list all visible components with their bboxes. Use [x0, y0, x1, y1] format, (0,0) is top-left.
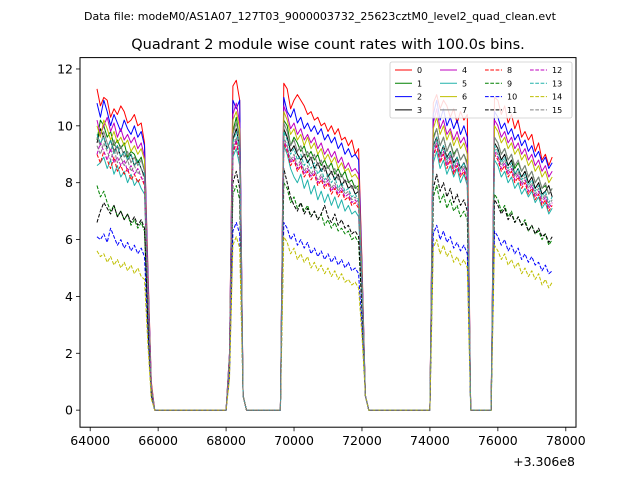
legend-label-8: 8: [507, 66, 512, 75]
legend-label-6: 6: [462, 93, 467, 102]
x-offset-label: +3.306e8: [513, 454, 575, 469]
y-tick-label-2: 4: [65, 289, 73, 304]
x-tick-label-2: 68000: [206, 433, 246, 448]
x-tick-label-1: 66000: [138, 433, 178, 448]
x-tick-label-4: 72000: [342, 433, 382, 448]
legend-label-4: 4: [462, 66, 467, 75]
legend-label-3: 3: [417, 106, 422, 115]
legend-label-15: 15: [552, 106, 562, 115]
legend-label-5: 5: [462, 79, 467, 88]
series-line-15: [96, 136, 553, 411]
y-tick-label-3: 6: [65, 232, 73, 247]
legend-box: [389, 61, 573, 119]
file-label: Data file: modeM0/AS1A07_127T03_90000037…: [84, 10, 557, 23]
x-tick-label-5: 74000: [410, 433, 450, 448]
legend-label-7: 7: [462, 106, 467, 115]
legend-label-9: 9: [507, 79, 512, 88]
plot-frame: [79, 57, 577, 428]
legend-label-14: 14: [552, 93, 562, 102]
legend-label-2: 2: [417, 93, 422, 102]
chart-title: Quadrant 2 module wise count rates with …: [131, 37, 525, 53]
series-layer: [96, 79, 553, 411]
legend-label-10: 10: [507, 93, 517, 102]
y-tick-label-1: 2: [65, 346, 73, 361]
y-tick-label-5: 10: [57, 118, 73, 133]
y-tick-label-0: 0: [65, 403, 73, 418]
legend-label-11: 11: [507, 106, 517, 115]
legend-label-0: 0: [417, 66, 422, 75]
y-tick-label-4: 8: [65, 175, 73, 190]
legend-label-13: 13: [552, 79, 562, 88]
legend-label-1: 1: [417, 79, 422, 88]
y-tick-label-6: 12: [57, 61, 73, 76]
x-tick-label-0: 64000: [70, 433, 110, 448]
x-tick-label-6: 76000: [478, 433, 518, 448]
x-tick-label-3: 70000: [274, 433, 314, 448]
legend-label-12: 12: [552, 66, 562, 75]
axis-layer: 64000 66000 68000 70000 72000 74000 76000 78000…: [57, 61, 586, 448]
x-tick-label-7: 78000: [546, 433, 586, 448]
